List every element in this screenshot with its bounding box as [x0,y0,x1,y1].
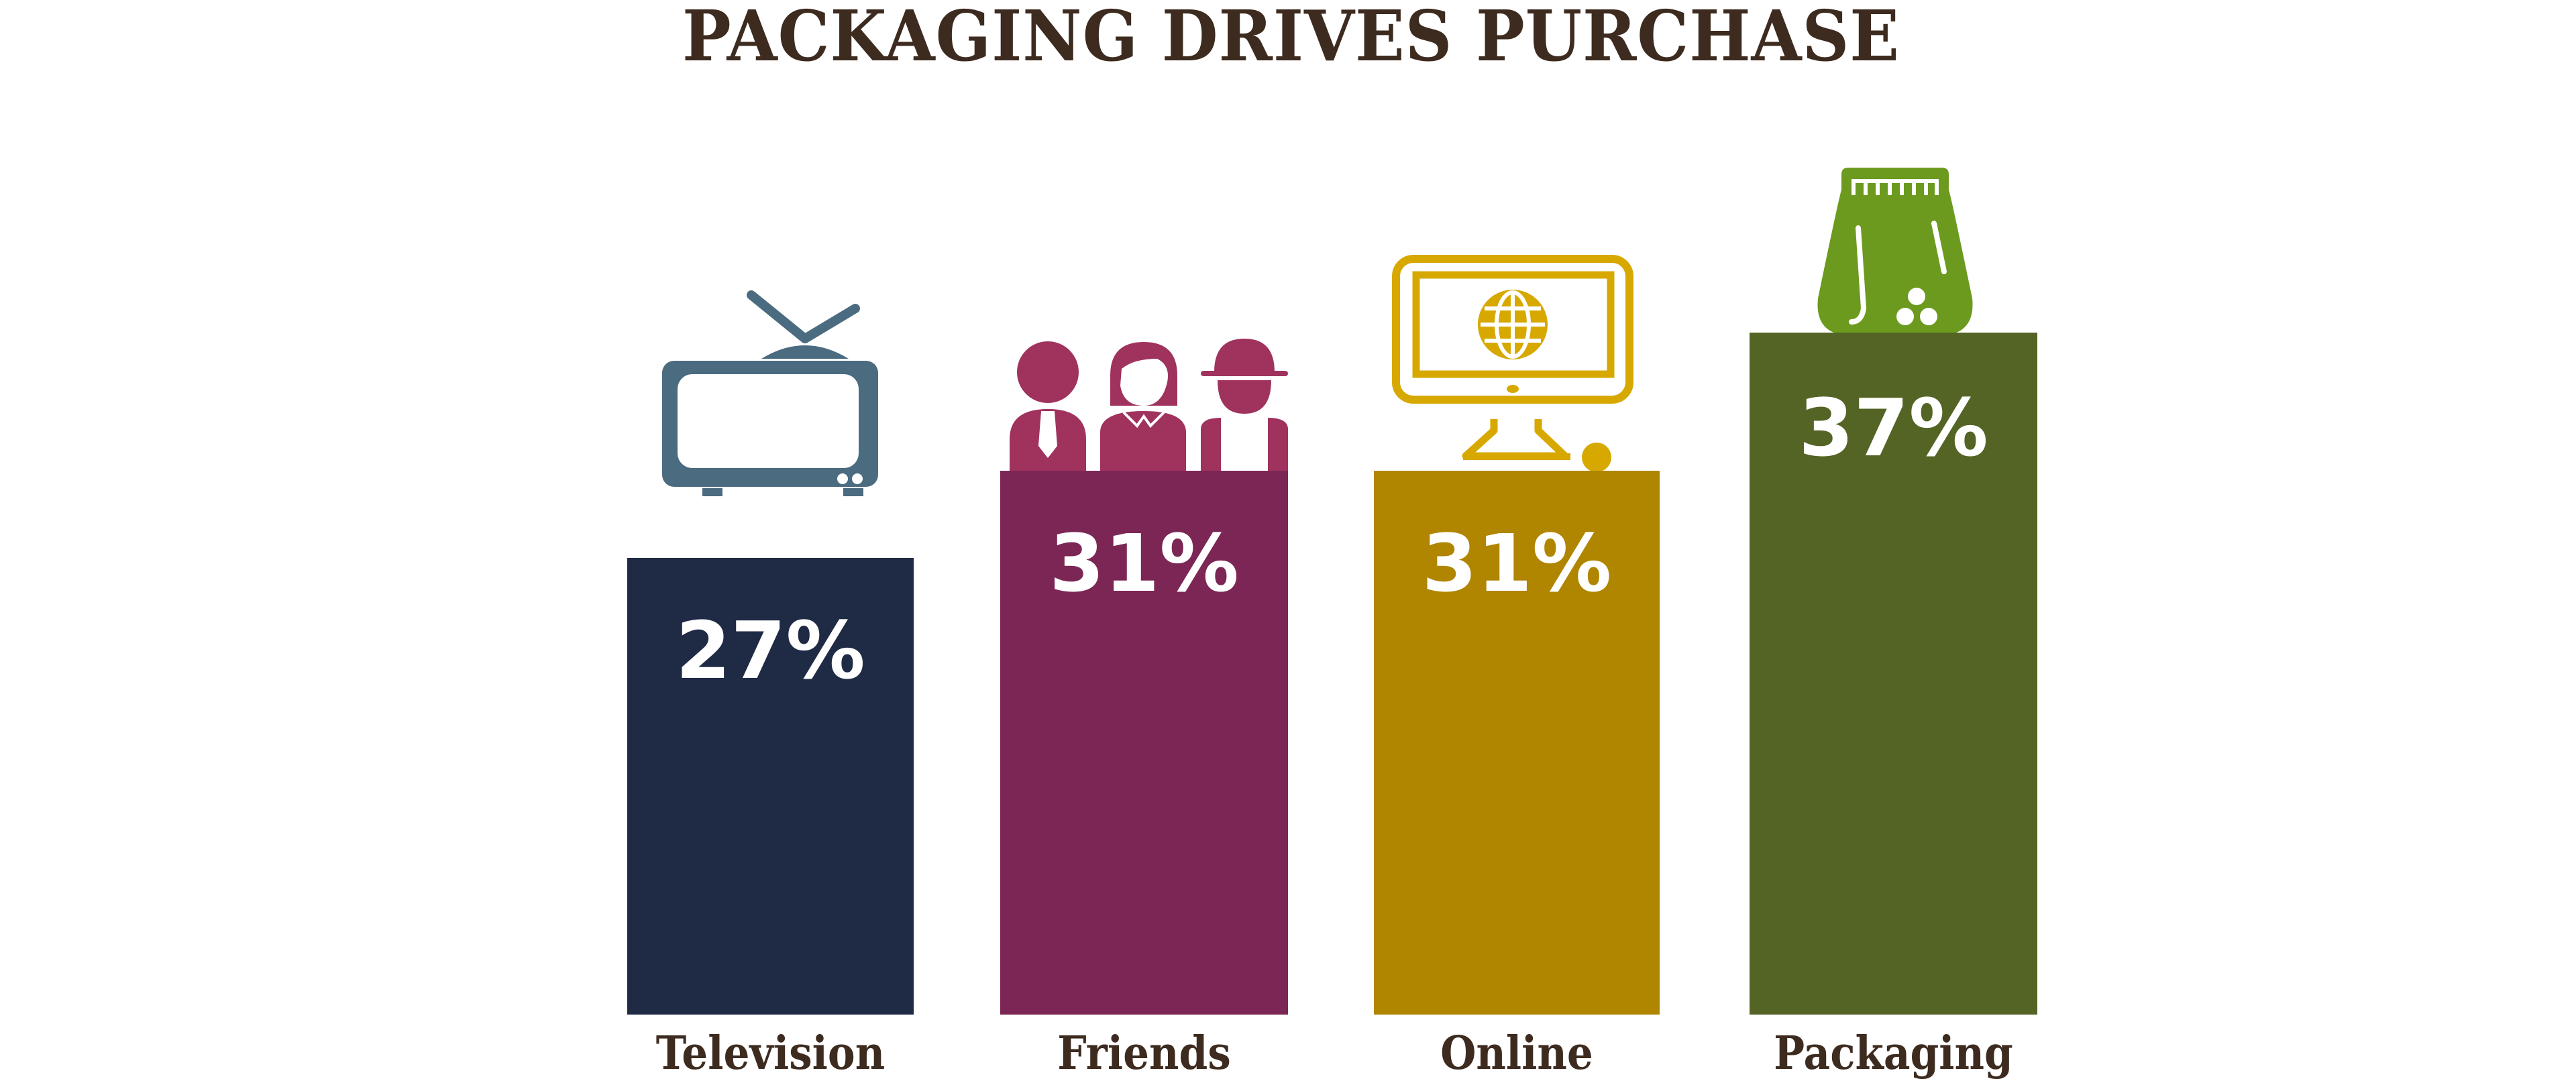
package-bag-icon [1811,164,1979,335]
category-label: Packaging [1774,1027,2013,1080]
people-group-icon [1006,339,1288,473]
bar-online: 31% [1374,471,1660,1015]
value-label: 31% [1421,517,1612,610]
value-label: 27% [676,604,865,697]
television-icon [654,275,885,560]
bar-packaging: 37% [1750,333,2037,1015]
category-label: Online [1440,1027,1593,1080]
value-label: 31% [1049,517,1239,610]
chart-title: PACKAGING DRIVES PURCHASE [682,0,1900,77]
value-label: 37% [1799,382,1988,474]
category-label: Television [655,1027,885,1080]
category-label: Friends [1057,1027,1231,1080]
bar-friends: 31% [1000,471,1288,1015]
bar-television: 27% [627,558,914,1015]
computer-globe-icon [1392,255,1633,473]
